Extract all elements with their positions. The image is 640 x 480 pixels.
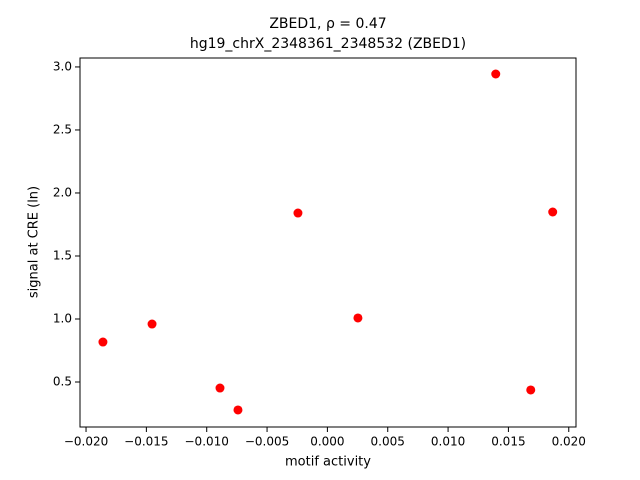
point xyxy=(353,313,363,323)
x-axis-label: motif activity xyxy=(285,455,371,470)
point xyxy=(548,207,558,217)
y-tick-label: 3.0 xyxy=(53,59,72,73)
point xyxy=(147,319,157,329)
x-tick-label: 0.000 xyxy=(310,435,344,449)
x-tick-label: 0.010 xyxy=(431,435,465,449)
y-axis-label: signal at CRE (ln) xyxy=(27,186,42,298)
point xyxy=(98,337,108,347)
x-tick-label: 0.015 xyxy=(491,435,525,449)
x-tick-label: −0.010 xyxy=(185,435,229,449)
x-tick-label: −0.015 xyxy=(124,435,168,449)
x-tick-label: 0.005 xyxy=(371,435,405,449)
y-tick-label: 1.0 xyxy=(53,311,72,325)
point xyxy=(293,208,303,218)
point xyxy=(233,405,243,415)
x-tick-label: 0.020 xyxy=(552,435,586,449)
point xyxy=(491,69,501,79)
plot-frame xyxy=(79,57,577,428)
x-tick-label: −0.005 xyxy=(245,435,289,449)
y-tick-label: 0.5 xyxy=(53,375,72,389)
point xyxy=(526,385,536,395)
point xyxy=(215,383,225,393)
y-tick-label: 2.5 xyxy=(53,122,72,136)
chart-subtitle: hg19_chrX_2348361_2348532 (ZBED1) xyxy=(190,36,466,52)
chart-title: ZBED1, ρ = 0.47 xyxy=(269,16,386,32)
y-tick-label: 1.5 xyxy=(53,248,72,262)
x-tick-label: −0.020 xyxy=(64,435,108,449)
y-tick-label: 2.0 xyxy=(53,185,72,199)
